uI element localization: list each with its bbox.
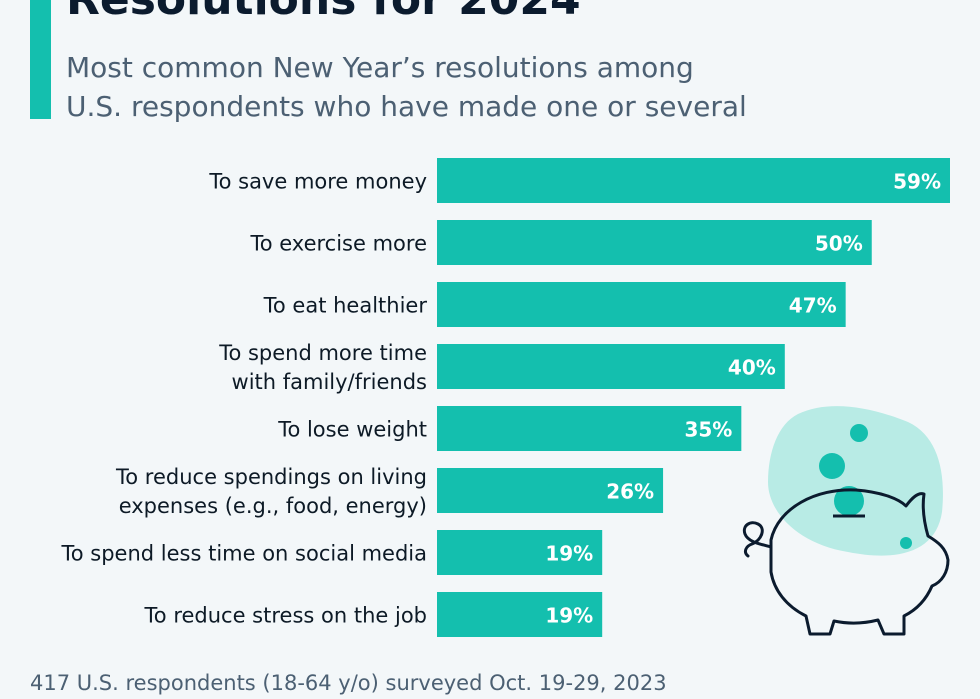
category-label-2: To exercise more — [249, 232, 427, 256]
piggy-background-shape — [768, 406, 943, 556]
category-label-1: To save more money — [208, 170, 427, 194]
subtitle-line-1: Most common New Year’s resolutions among — [66, 51, 694, 84]
bar-value-label-2: 50% — [815, 232, 863, 256]
chart-title: Resolutions for 2024 — [66, 0, 581, 28]
bar-2 — [437, 220, 872, 265]
chart-subtitle: Most common New Year’s resolutions among… — [66, 48, 826, 126]
piggy-tail — [742, 521, 773, 558]
category-label-5: To lose weight — [277, 418, 427, 442]
coin-small — [850, 424, 868, 442]
piggy-eye — [900, 537, 912, 549]
bar-1 — [437, 158, 950, 203]
bar-value-label-7: 19% — [545, 542, 593, 566]
piggy-body-outline — [769, 488, 950, 636]
bar-value-label-4: 40% — [728, 356, 776, 380]
bar-value-label-6: 26% — [606, 480, 654, 504]
piggy-bank-icon — [742, 406, 950, 636]
bar-value-label-1: 59% — [893, 170, 941, 194]
title-accent-bar — [30, 0, 51, 119]
source-footnote: 417 U.S. respondents (18-64 y/o) surveye… — [30, 671, 667, 695]
bar-value-label-5: 35% — [684, 418, 732, 442]
bar-8 — [437, 592, 603, 637]
bar-3 — [437, 282, 846, 327]
bar-7 — [437, 530, 603, 575]
category-label-3: To eat healthier — [263, 294, 428, 318]
coin-large — [834, 486, 864, 516]
category-label-8: To reduce stress on the job — [144, 604, 427, 628]
bar-6 — [437, 468, 664, 513]
category-label-6: To reduce spendings on living expenses (e… — [115, 465, 427, 518]
category-label-4: To spend more time with family/friends — [218, 341, 427, 394]
bar-value-label-8: 19% — [545, 604, 593, 628]
subtitle-line-2: U.S. respondents who have made one or se… — [66, 90, 747, 123]
bar-5 — [437, 406, 742, 451]
coin-medium — [819, 453, 845, 479]
bar-value-label-3: 47% — [789, 294, 837, 318]
category-label-7: To spend less time on social media — [60, 542, 427, 566]
bar-4 — [437, 344, 785, 389]
